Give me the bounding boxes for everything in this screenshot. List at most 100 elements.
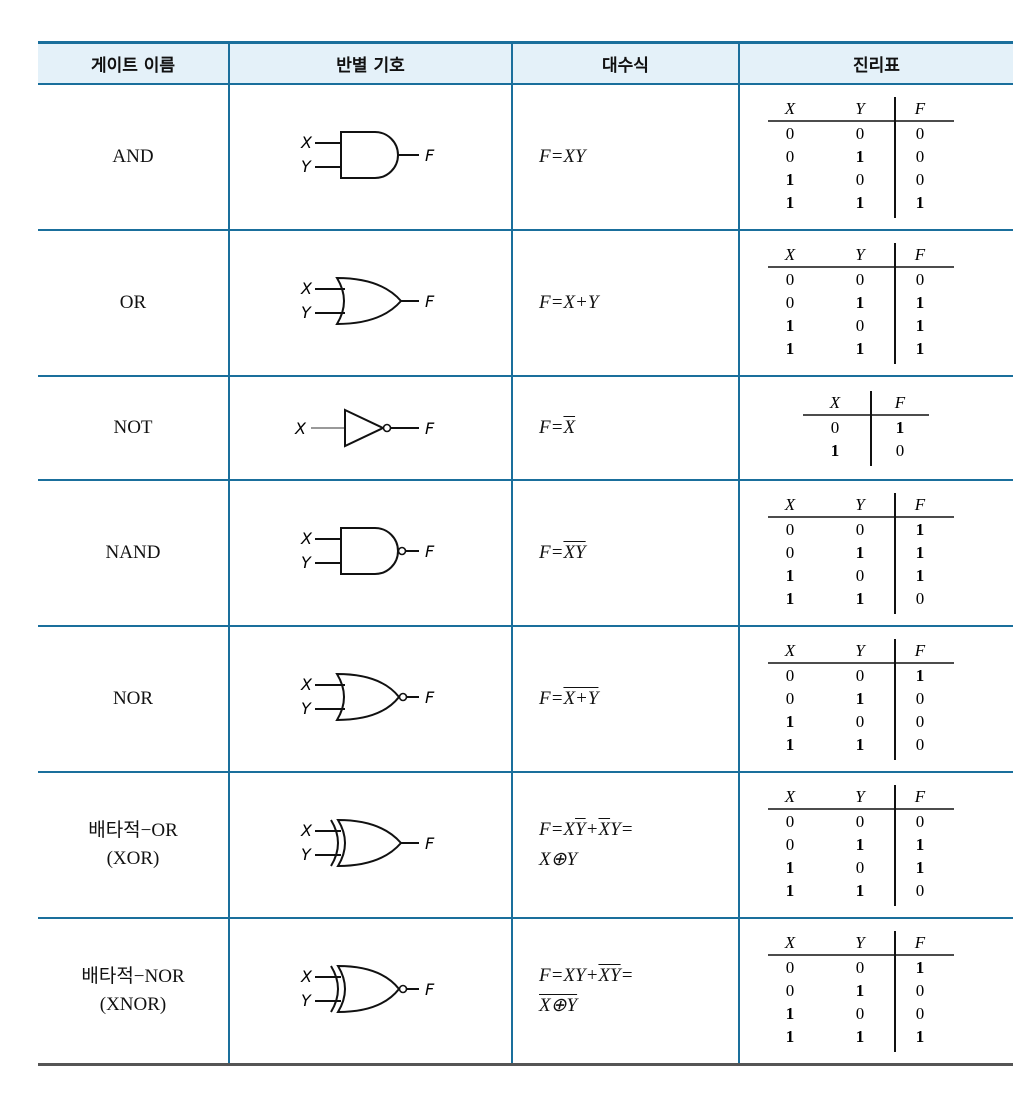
header-truth-table: 진리표 bbox=[738, 41, 1013, 85]
gate-name: NOR bbox=[38, 626, 229, 773]
truth-table-cell: 0 bbox=[856, 666, 865, 685]
gate-row-xnor: 배타적−NOR (XNOR) X Y F F=XY+XY= X⊕Y bbox=[38, 918, 1013, 1066]
truth-table-cell: 1 bbox=[786, 589, 795, 608]
output-f-label: F bbox=[425, 146, 435, 165]
truth-table-cell: 0 bbox=[916, 124, 925, 143]
gate-name: NAND bbox=[38, 480, 229, 627]
truth-table-cell: 0 bbox=[856, 958, 865, 977]
truth-table-cell: 0 bbox=[916, 881, 925, 900]
truth-table-cell: 0 bbox=[896, 441, 905, 460]
truth-table-cell: 1 bbox=[916, 1027, 925, 1046]
expression-overlined-x-plus-y: X+Y bbox=[563, 688, 599, 709]
gate-name-text: 배타적−OR bbox=[88, 820, 178, 841]
truth-table-cell: 0 bbox=[856, 170, 865, 189]
truth-table-cell: 0 bbox=[786, 543, 795, 562]
gate-expression: F=XY bbox=[511, 480, 739, 627]
gate-row-xor: 배타적−OR (XOR) X Y F F=XY+XY= X⊕Y bbox=[38, 772, 1013, 919]
truth-table-header-y: Y bbox=[855, 495, 866, 514]
expression-text: F=X+Y bbox=[539, 292, 599, 313]
or-gate-icon: X Y F bbox=[300, 276, 435, 326]
truth-table-cell: 0 bbox=[916, 689, 925, 708]
truth-table-cell: 0 bbox=[856, 812, 865, 831]
truth-table-cell: 1 bbox=[916, 193, 925, 212]
truth-table-header-x: X bbox=[784, 641, 796, 660]
truth-table-header-y: Y bbox=[855, 641, 866, 660]
expression-text: F=XY bbox=[539, 146, 586, 167]
expression-overlined-xy: XY bbox=[563, 542, 586, 563]
gate-name-abbrev: (XOR) bbox=[106, 848, 160, 869]
truth-table-svg: X Y F 0 0 0 0 1 1 1 0 1 1 1 1 bbox=[768, 243, 954, 364]
truth-table-cell: 1 bbox=[856, 735, 865, 754]
truth-table-cell: 1 bbox=[786, 1004, 795, 1023]
truth-table-cell: 1 bbox=[786, 193, 795, 212]
expression-line-1: F=XY+XY= bbox=[539, 964, 634, 986]
truth-table-cell: 1 bbox=[856, 543, 865, 562]
gate-name: NOT bbox=[38, 376, 229, 481]
truth-table-cell: 0 bbox=[786, 981, 795, 1000]
truth-table-cell: 0 bbox=[916, 589, 925, 608]
truth-table-header-y: Y bbox=[855, 245, 866, 264]
truth-table-cell: 0 bbox=[916, 735, 925, 754]
header-gate-name: 게이트 이름 bbox=[38, 41, 229, 85]
input-y-label: Y bbox=[301, 553, 312, 572]
xnor-gate-icon: X Y F bbox=[300, 964, 435, 1013]
gate-name-text: OR bbox=[119, 292, 147, 313]
truth-table-cell: 1 bbox=[856, 1027, 865, 1046]
input-x-label: X bbox=[300, 675, 313, 694]
truth-table-header-x: X bbox=[784, 245, 796, 264]
gate-symbol: X Y F bbox=[228, 480, 512, 627]
gate-expression: F=XY+XY= X⊕Y bbox=[511, 918, 739, 1066]
truth-table-cell: 1 bbox=[786, 1027, 795, 1046]
gate-expression: F=X bbox=[511, 376, 739, 481]
gate-name: OR bbox=[38, 230, 229, 377]
input-y-label: Y bbox=[301, 991, 312, 1010]
truth-table-header-x: X bbox=[784, 495, 796, 514]
truth-table-cell: 0 bbox=[916, 1004, 925, 1023]
truth-table-cell: 1 bbox=[896, 418, 905, 437]
truth-table-cell: 0 bbox=[916, 270, 925, 289]
truth-table-cell: 1 bbox=[786, 316, 795, 335]
expression-line-2: X⊕Y bbox=[539, 849, 578, 870]
truth-table-cell: 0 bbox=[916, 147, 925, 166]
truth-table-cell: 1 bbox=[916, 958, 925, 977]
truth-table-svg: X F 0 1 1 0 bbox=[803, 391, 929, 466]
header-symbol: 반별 기호 bbox=[228, 41, 512, 85]
truth-table-cell: 0 bbox=[786, 270, 795, 289]
and-gate-icon: X Y F bbox=[300, 131, 435, 179]
truth-table-cell: 1 bbox=[786, 712, 795, 731]
truth-table-cell: 0 bbox=[916, 812, 925, 831]
truth-table-svg: X Y F 0 0 1 0 1 0 1 0 0 1 1 0 bbox=[768, 639, 954, 760]
gate-row-not: NOT X F F=X X F 0 1 1 0 bbox=[38, 376, 1013, 481]
gate-symbol: X Y F bbox=[228, 230, 512, 377]
output-f-label: F bbox=[425, 292, 435, 311]
expression-line-2: X⊕Y bbox=[539, 994, 578, 1016]
truth-table-cell: 1 bbox=[916, 566, 925, 585]
truth-table-cell: 0 bbox=[856, 316, 865, 335]
truth-table-cell: 1 bbox=[916, 835, 925, 854]
truth-table-header-y: Y bbox=[855, 787, 866, 806]
output-f-label: F bbox=[425, 688, 435, 707]
truth-table-header-x: X bbox=[784, 99, 796, 118]
gate-expression: F=XY bbox=[511, 84, 739, 231]
gate-expression: F=X+Y bbox=[511, 230, 739, 377]
truth-table: X Y F 0 0 0 0 1 1 1 0 1 1 1 0 bbox=[738, 772, 1013, 919]
input-y-label: Y bbox=[301, 699, 312, 718]
expression-line-1: F=XY+XY= bbox=[539, 819, 634, 840]
truth-table-cell: 1 bbox=[856, 835, 865, 854]
truth-table-cell: 0 bbox=[856, 270, 865, 289]
gate-symbol: X F bbox=[228, 376, 512, 481]
input-y-label: Y bbox=[301, 845, 312, 864]
truth-table-header-f: F bbox=[914, 933, 926, 952]
nor-gate-icon: X Y F bbox=[300, 672, 435, 722]
output-f-label: F bbox=[425, 419, 435, 438]
truth-table-cell: 1 bbox=[856, 589, 865, 608]
gate-name: 배타적−NOR (XNOR) bbox=[38, 918, 229, 1066]
truth-table-header-y: Y bbox=[855, 933, 866, 952]
truth-table-cell: 0 bbox=[786, 835, 795, 854]
truth-table-body: X Y F 0 0 1 0 1 0 1 0 0 1 1 0 bbox=[740, 636, 1013, 762]
truth-table-body: X Y F 0 0 0 0 1 1 1 0 1 1 1 1 bbox=[740, 240, 1013, 366]
gate-name: 배타적−OR (XOR) bbox=[38, 772, 229, 919]
truth-table-cell: 1 bbox=[916, 316, 925, 335]
truth-table-cell: 1 bbox=[916, 520, 925, 539]
